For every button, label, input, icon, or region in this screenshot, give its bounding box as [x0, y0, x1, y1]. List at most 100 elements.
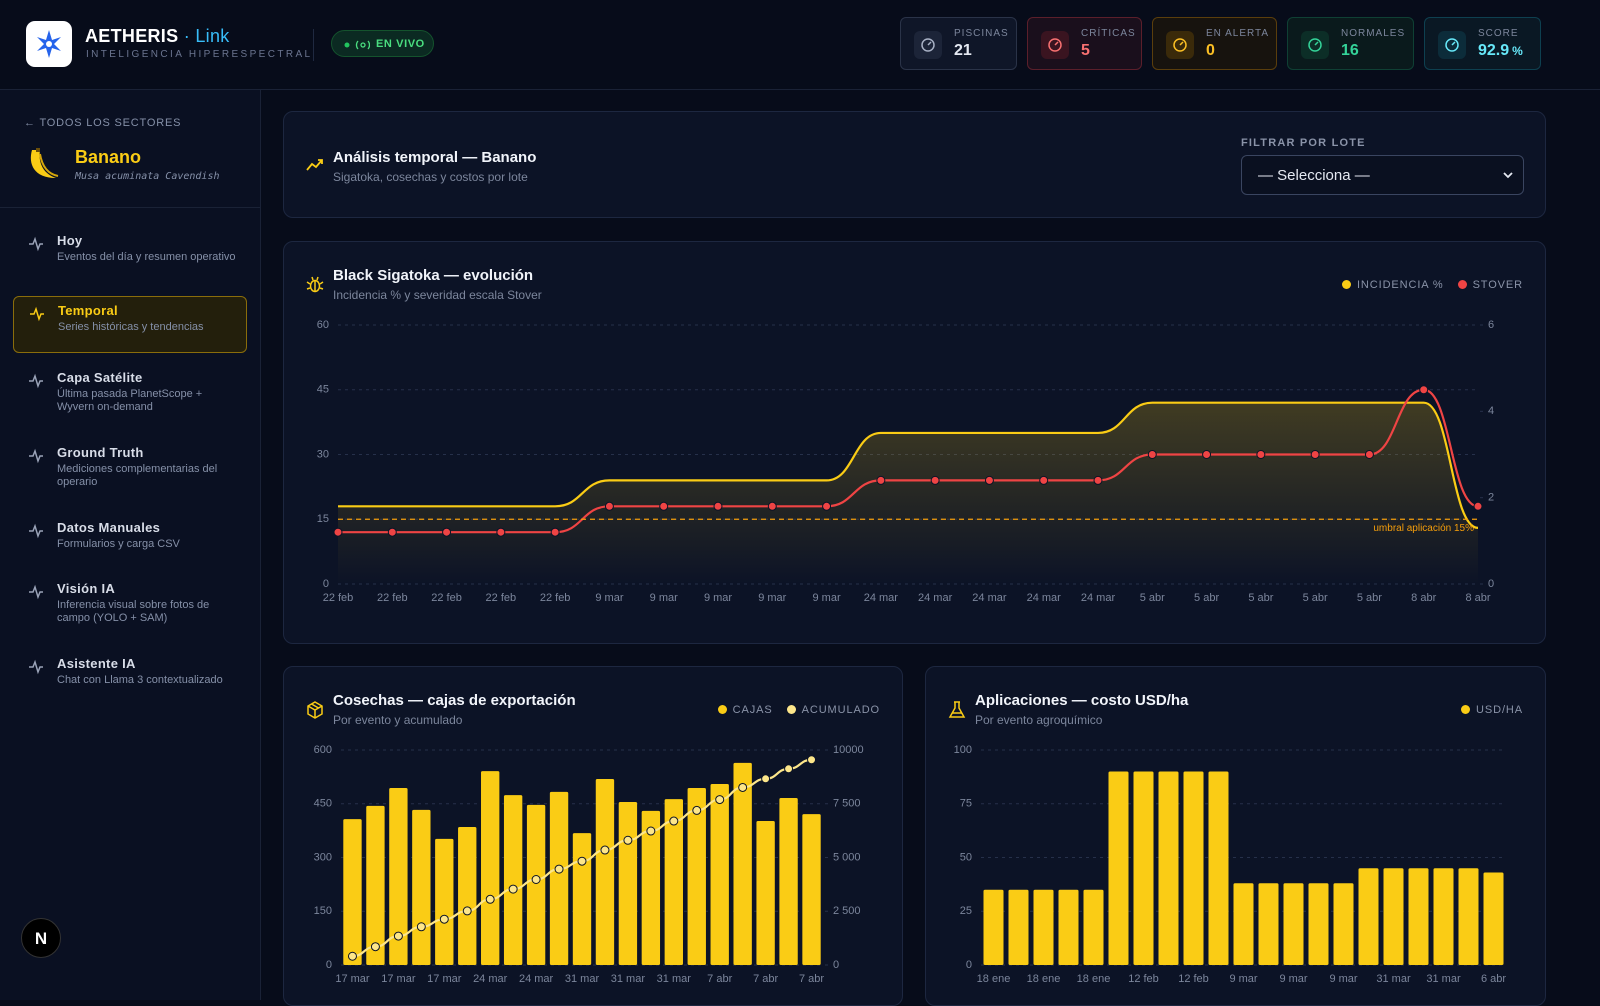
back-link[interactable]: ← TODOS LOS SECTORES	[24, 117, 182, 129]
nav-icon	[30, 306, 44, 322]
x-tick-label: 31 mar	[1376, 973, 1411, 985]
stat-label: CRÍTICAS	[1081, 28, 1136, 39]
x-tick-label: 24 mar	[473, 973, 508, 985]
y-tick-label: 0	[966, 959, 972, 971]
point	[370, 942, 380, 952]
bar	[1458, 868, 1479, 965]
chart-card: Black Sigatoka — evolución Incidencia % …	[283, 241, 1546, 644]
bar	[1183, 771, 1204, 965]
bar	[802, 814, 821, 965]
stat-card: PISCINAS 21	[900, 17, 1017, 70]
point	[1256, 450, 1266, 459]
x-tick-label: 9 mar	[813, 592, 841, 604]
bar	[412, 809, 431, 965]
x-tick-label: 12 feb	[1128, 973, 1159, 985]
nav-icon	[29, 373, 43, 389]
nav-title: Datos Manuales	[57, 520, 161, 535]
stat-glyph	[1048, 38, 1062, 52]
point	[496, 527, 506, 537]
nav-desc: Series históricas y tendencias	[58, 321, 204, 333]
point	[984, 475, 994, 485]
stat-value: 16	[1341, 42, 1359, 60]
logo[interactable]	[26, 21, 72, 67]
stat-glyph	[1308, 38, 1322, 52]
bar	[1333, 883, 1354, 965]
crop-name: Banano	[75, 147, 142, 167]
nav-item[interactable]: Datos Manuales Formularios y carga CSV	[13, 514, 247, 571]
y-tick-label: 75	[960, 798, 972, 810]
chart-subtitle: Por evento y acumulado	[333, 713, 463, 727]
bar	[481, 771, 500, 965]
nav-item[interactable]: Asistente IA Chat con Llama 3 contextuali…	[13, 650, 247, 707]
bar	[1158, 771, 1179, 965]
legend-label: ACUMULADO	[801, 704, 880, 716]
x-tick-label: 9 mar	[758, 592, 786, 604]
x-tick-label: 31 mar	[1426, 973, 1461, 985]
y-tick-label: 30	[317, 448, 329, 460]
x-tick-label: 31 mar	[611, 973, 646, 985]
x-tick-label: 18 ene	[1077, 973, 1111, 985]
nav-item[interactable]: Hoy Eventos del día y resumen operativo	[13, 227, 247, 284]
nav-desc: Formularios y carga CSV	[57, 538, 180, 550]
bar	[641, 810, 661, 965]
y2-tick-label: 4	[1488, 405, 1494, 417]
stat-label: SCORE	[1478, 28, 1519, 39]
point	[393, 931, 403, 941]
point	[347, 951, 357, 961]
nav-title: Asistente IA	[57, 656, 136, 671]
chart-title: Black Sigatoka — evolución	[333, 267, 534, 284]
point	[600, 845, 610, 855]
x-tick-label: 22 feb	[431, 592, 462, 604]
nav-desc: Eventos del día y resumen operativo	[57, 251, 236, 263]
bar	[1258, 883, 1279, 965]
point	[439, 914, 449, 924]
nav-title: Visión IA	[57, 581, 116, 596]
bar	[1108, 771, 1129, 965]
lot-select[interactable]: — Selecciona —	[1241, 155, 1524, 195]
nav-item[interactable]: Capa Satélite Última pasada PlanetScope +…	[13, 364, 247, 421]
bar	[572, 833, 592, 965]
stat-icon	[914, 31, 942, 59]
point	[713, 501, 723, 511]
x-tick-label: 17 mar	[381, 973, 416, 985]
crop-icon	[30, 148, 59, 178]
y2-tick-label: 2 500	[833, 905, 861, 917]
legend-label: STOVER	[1472, 279, 1523, 291]
legend-label: CAJAS	[732, 704, 773, 716]
bar	[1433, 868, 1454, 965]
nav-item[interactable]: Temporal Series históricas y tendencias	[13, 296, 247, 353]
y-tick-label: 15	[317, 513, 329, 525]
nav-desc: Última pasada PlanetScope + Wyvern on-de…	[57, 388, 203, 413]
box-icon	[307, 701, 323, 719]
panel-header: Análisis temporal — Banano Sigatoka, cos…	[283, 111, 1546, 218]
x-tick-label: 22 feb	[377, 592, 408, 604]
bar	[1233, 883, 1254, 965]
bar	[366, 805, 385, 965]
point	[508, 884, 518, 894]
point	[1147, 450, 1157, 459]
nav-item[interactable]: Visión IA Inferencia visual sobre fotos d…	[13, 575, 247, 632]
y2-tick-label: 10000	[833, 744, 864, 756]
y-tick-label: 0	[326, 959, 332, 971]
point	[485, 894, 495, 904]
y-tick-label: 25	[960, 905, 972, 917]
point	[462, 906, 472, 916]
x-tick-label: 5 abr	[1303, 592, 1328, 604]
nav-desc: Mediciones complementarias del operario	[57, 463, 218, 488]
point	[1473, 501, 1483, 511]
stat-number: 16	[1341, 42, 1359, 59]
nav-title: Ground Truth	[57, 445, 144, 460]
stat-value: 92.9%	[1478, 42, 1523, 60]
dev-badge[interactable]: N	[21, 918, 61, 958]
chart-card: Aplicaciones — costo USD/ha Por evento a…	[925, 666, 1546, 1006]
x-tick-label: 5 abr	[1248, 592, 1273, 604]
crop-species: Musa acuminata Cavendish	[75, 171, 220, 182]
chart-subtitle: Por evento agroquímico	[975, 713, 1103, 727]
trend-icon	[306, 159, 323, 171]
point	[715, 795, 725, 805]
bar	[1008, 889, 1029, 965]
nav-item[interactable]: Ground Truth Mediciones complementarias d…	[13, 439, 247, 496]
bar	[1358, 868, 1379, 965]
x-tick-label: 18 ene	[1027, 973, 1061, 985]
x-tick-label: 5 abr	[1194, 592, 1219, 604]
